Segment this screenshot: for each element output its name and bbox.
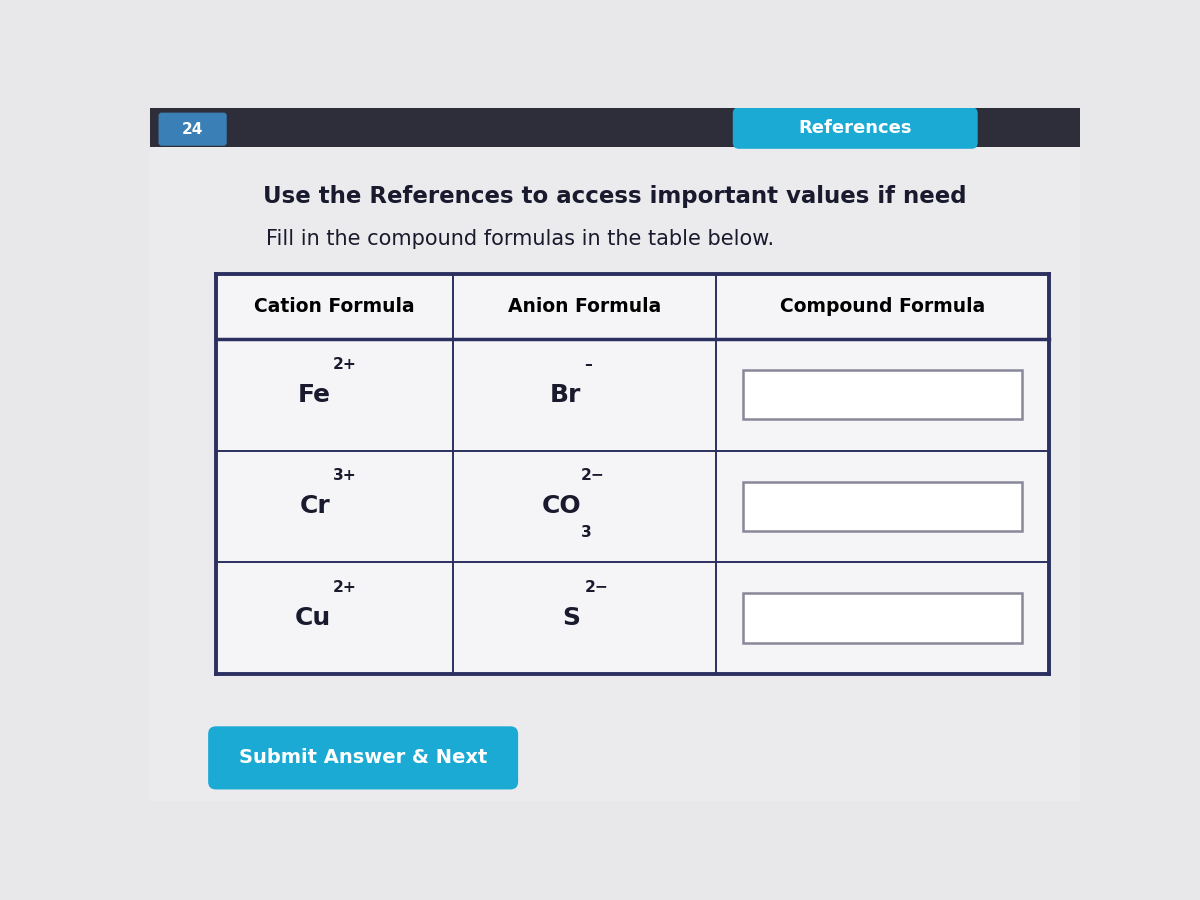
Text: Cr: Cr xyxy=(300,494,331,518)
Text: Br: Br xyxy=(550,382,581,407)
Text: Fe: Fe xyxy=(298,382,331,407)
Bar xyxy=(150,108,1080,147)
Text: Anion Formula: Anion Formula xyxy=(508,297,661,316)
Bar xyxy=(216,274,1049,674)
Text: 2−: 2− xyxy=(584,580,608,595)
FancyBboxPatch shape xyxy=(733,107,978,148)
Text: 2+: 2+ xyxy=(334,580,356,595)
Text: 24: 24 xyxy=(182,122,203,137)
Text: Use the References to access important values if need: Use the References to access important v… xyxy=(263,185,967,208)
Text: S: S xyxy=(563,606,581,630)
Bar xyxy=(743,482,1022,531)
Text: Cu: Cu xyxy=(294,606,331,630)
Text: References: References xyxy=(798,119,912,137)
Text: –: – xyxy=(584,356,593,372)
Text: 2+: 2+ xyxy=(334,356,356,372)
Text: CO: CO xyxy=(542,494,582,518)
FancyBboxPatch shape xyxy=(158,112,227,146)
FancyBboxPatch shape xyxy=(208,726,518,789)
Bar xyxy=(743,593,1022,643)
Text: Compound Formula: Compound Formula xyxy=(780,297,985,316)
Text: 3: 3 xyxy=(581,526,592,540)
Text: Cation Formula: Cation Formula xyxy=(254,297,415,316)
Bar xyxy=(743,370,1022,419)
Text: 2−: 2− xyxy=(581,469,605,483)
Text: Fill in the compound formulas in the table below.: Fill in the compound formulas in the tab… xyxy=(266,229,774,249)
Text: 3+: 3+ xyxy=(334,469,356,483)
Text: Submit Answer & Next: Submit Answer & Next xyxy=(239,749,487,768)
